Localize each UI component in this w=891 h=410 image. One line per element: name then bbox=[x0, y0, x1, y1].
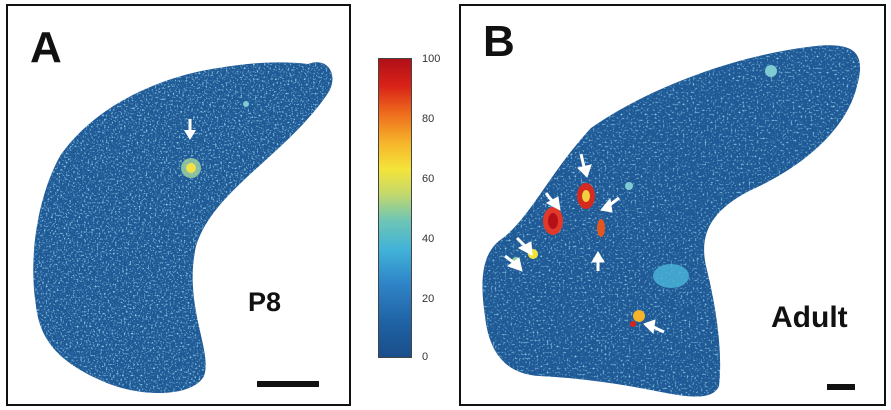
p8-density-map bbox=[33, 62, 333, 394]
arrow-icon bbox=[600, 196, 620, 213]
arrow-icon bbox=[184, 119, 196, 140]
arrow-icon bbox=[591, 251, 605, 271]
panel-b: B Adult bbox=[459, 4, 886, 406]
panel-letter: A bbox=[30, 23, 62, 72]
arrow-icon bbox=[504, 254, 523, 272]
colorbar-tick: 40 bbox=[422, 233, 435, 245]
colorbar-tick: 80 bbox=[422, 113, 435, 125]
panel-a: A P8 bbox=[6, 4, 351, 406]
age-label: P8 bbox=[248, 287, 282, 317]
adult-density-map bbox=[482, 45, 861, 397]
colorbar-tick: 100 bbox=[422, 53, 441, 65]
arrow-icon bbox=[544, 192, 561, 211]
arrow-icon bbox=[515, 236, 533, 256]
colorbar bbox=[378, 58, 412, 358]
panel-letter: B bbox=[483, 17, 515, 66]
scale-bar bbox=[827, 384, 855, 390]
colorbar-tick: 0 bbox=[422, 351, 429, 363]
age-label: Adult bbox=[771, 301, 848, 334]
arrows bbox=[504, 153, 665, 335]
colorbar-tick: 60 bbox=[422, 173, 435, 185]
arrow-icon bbox=[577, 153, 592, 178]
arrow-icon bbox=[643, 319, 665, 335]
colorbar-tick: 20 bbox=[422, 293, 435, 305]
scale-bar bbox=[257, 381, 319, 387]
